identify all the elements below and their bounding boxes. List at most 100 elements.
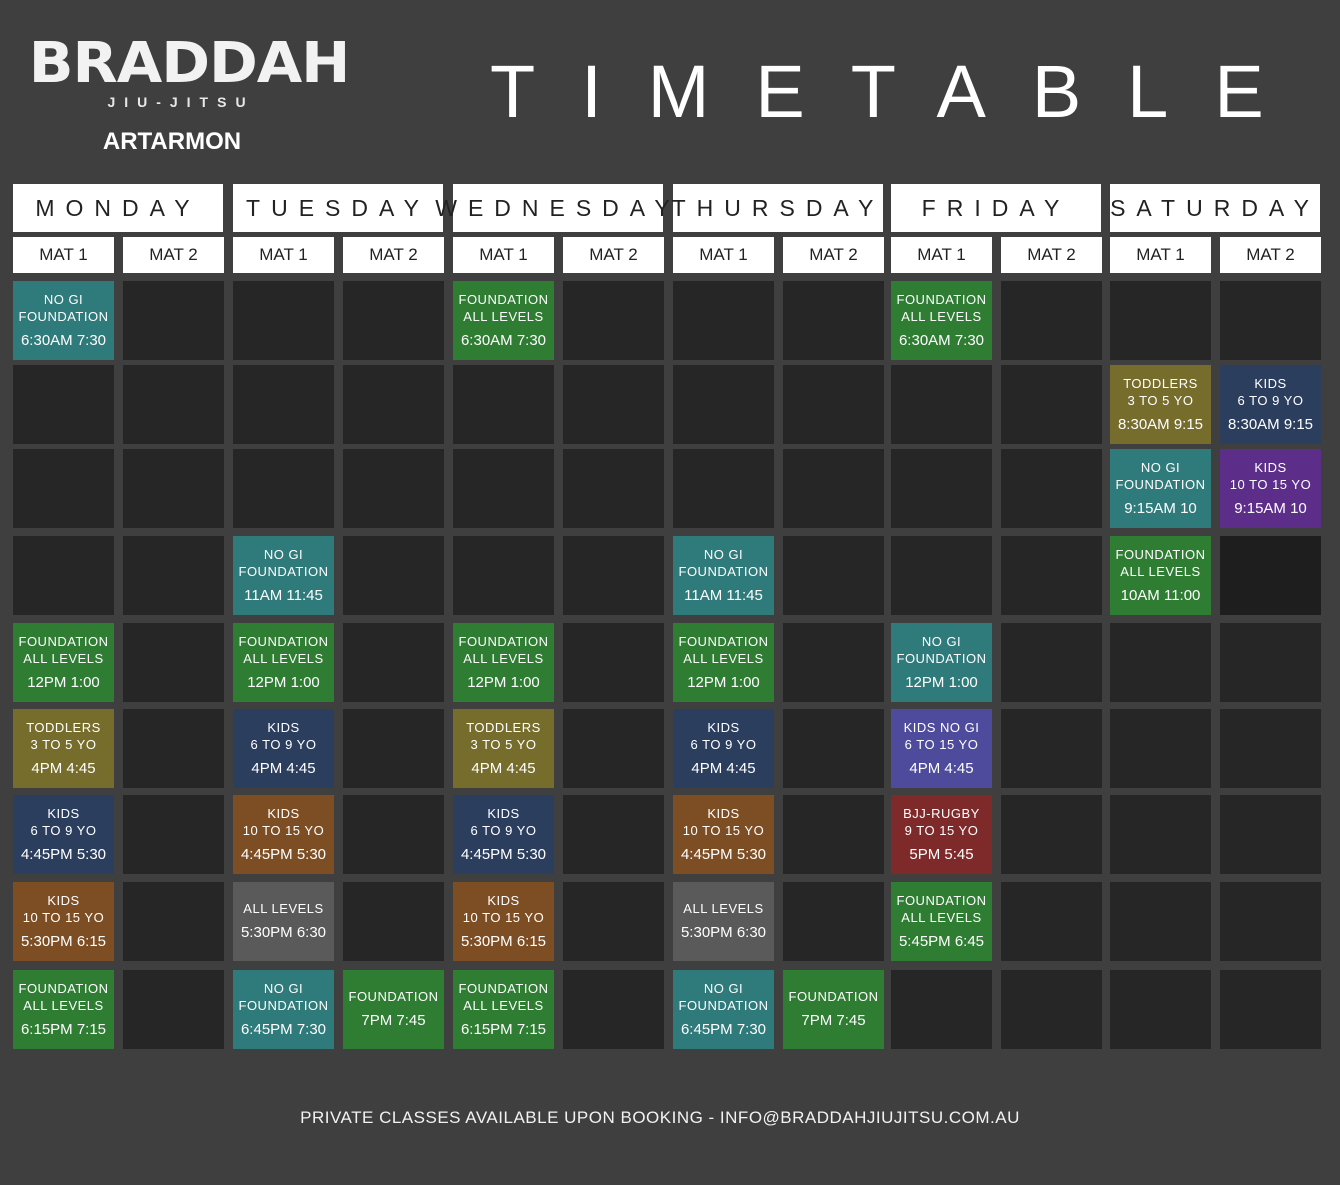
empty-slot <box>1110 970 1211 1049</box>
class-level: 6 TO 9 YO <box>690 736 757 752</box>
mat-header: MAT 1 <box>1110 237 1211 273</box>
class-time: 4:45PM 5:30 <box>20 845 107 863</box>
mat-header: MAT 2 <box>1220 237 1321 273</box>
class-time: 4PM 4:45 <box>471 759 536 777</box>
class-name: FOUNDATION <box>348 989 439 1004</box>
class-name: FOUNDATION <box>238 633 329 649</box>
class-time: 4PM 4:45 <box>31 759 96 777</box>
class-level: ALL LEVELS <box>683 650 764 666</box>
class-name: FOUNDATION <box>458 633 549 649</box>
class-level: 6 TO 9 YO <box>470 822 537 838</box>
empty-slot <box>123 709 224 788</box>
empty-slot <box>343 795 444 874</box>
empty-slot <box>1001 281 1102 360</box>
class-time: 5:45PM 6:45 <box>898 932 985 950</box>
class-name: FOUNDATION <box>896 291 987 307</box>
empty-slot <box>343 536 444 615</box>
class-level: 10 TO 15 YO <box>22 909 105 925</box>
class-slot: FOUNDATION ALL LEVELS 6:15PM 7:15 <box>13 970 114 1049</box>
class-time: 4:45PM 5:30 <box>680 845 767 863</box>
class-level: 10 TO 15 YO <box>242 822 325 838</box>
class-level: 6 TO 15 YO <box>904 736 979 752</box>
class-level: FOUNDATION <box>18 308 109 324</box>
empty-slot <box>1110 709 1211 788</box>
class-name: FOUNDATION <box>678 633 769 649</box>
class-name: FOUNDATION <box>896 892 987 908</box>
class-slot: NO GI FOUNDATION 11AM 11:45 <box>673 536 774 615</box>
class-slot: FOUNDATION 7PM 7:45 <box>783 970 884 1049</box>
empty-slot <box>343 882 444 961</box>
class-level: 3 TO 5 YO <box>30 736 97 752</box>
empty-slot <box>783 365 884 444</box>
class-name: FOUNDATION <box>1115 546 1206 562</box>
empty-slot <box>343 709 444 788</box>
class-name: TODDLERS <box>26 719 101 735</box>
mat-header: MAT 2 <box>343 237 444 273</box>
class-level: FOUNDATION <box>678 997 769 1013</box>
empty-slot <box>1001 365 1102 444</box>
empty-slot <box>453 536 554 615</box>
empty-slot <box>123 795 224 874</box>
class-time: 6:30AM 7:30 <box>460 331 547 349</box>
empty-slot <box>783 623 884 702</box>
class-time: 6:15PM 7:15 <box>460 1020 547 1038</box>
empty-slot <box>123 970 224 1049</box>
class-level: 10 TO 15 YO <box>682 822 765 838</box>
class-time: 7PM 7:45 <box>361 1012 426 1029</box>
class-level: 6 TO 9 YO <box>30 822 97 838</box>
empty-slot <box>1001 882 1102 961</box>
class-level: ALL LEVELS <box>1120 563 1201 579</box>
class-time: 4:45PM 5:30 <box>460 845 547 863</box>
mat-header: MAT 2 <box>563 237 664 273</box>
class-time: 11AM 11:45 <box>684 586 763 604</box>
class-time: 5:30PM 6:30 <box>240 924 327 941</box>
class-level: 9 TO 15 YO <box>904 822 979 838</box>
class-name: KIDS <box>707 719 740 735</box>
class-level: 3 TO 5 YO <box>470 736 537 752</box>
class-slot: FOUNDATION ALL LEVELS 12PM 1:00 <box>233 623 334 702</box>
class-time: 8:30AM 9:15 <box>1117 415 1204 433</box>
empty-slot <box>563 365 664 444</box>
class-level: ALL LEVELS <box>23 997 104 1013</box>
class-slot: KIDS 6 TO 9 YO 4:45PM 5:30 <box>453 795 554 874</box>
class-slot: KIDS 10 TO 15 YO 4:45PM 5:30 <box>673 795 774 874</box>
empty-slot <box>343 623 444 702</box>
class-name: FOUNDATION <box>18 980 109 996</box>
class-name: KIDS <box>47 892 80 908</box>
class-name: TODDLERS <box>466 719 541 735</box>
empty-slot <box>233 365 334 444</box>
class-level: 10 TO 15 YO <box>462 909 545 925</box>
class-slot: KIDS 6 TO 9 YO 8:30AM 9:15 <box>1220 365 1321 444</box>
class-time: 10AM 11:00 <box>1120 586 1201 604</box>
class-level: ALL LEVELS <box>243 650 324 666</box>
empty-slot <box>1110 882 1211 961</box>
empty-slot <box>13 365 114 444</box>
class-time: 12PM 1:00 <box>467 673 540 691</box>
class-name: FOUNDATION <box>18 633 109 649</box>
class-level: FOUNDATION <box>678 563 769 579</box>
empty-slot <box>343 449 444 528</box>
empty-slot <box>891 536 992 615</box>
empty-slot <box>783 882 884 961</box>
location-label: ARTARMON <box>102 128 242 155</box>
class-time: 4:45PM 5:30 <box>240 845 327 863</box>
class-slot: NO GI FOUNDATION 11AM 11:45 <box>233 536 334 615</box>
class-slot: NO GI FOUNDATION 6:45PM 7:30 <box>233 970 334 1049</box>
empty-slot <box>563 795 664 874</box>
empty-slot <box>1001 795 1102 874</box>
class-name: NO GI <box>703 546 744 562</box>
empty-slot <box>123 449 224 528</box>
class-name: NO GI <box>263 546 304 562</box>
empty-slot <box>453 449 554 528</box>
day-header-thursday: THURSDAY <box>672 184 883 232</box>
empty-slot <box>783 449 884 528</box>
class-name: KIDS NO GI <box>903 719 980 735</box>
empty-slot <box>673 449 774 528</box>
empty-slot <box>563 281 664 360</box>
class-time: 6:15PM 7:15 <box>20 1020 107 1038</box>
class-slot: TODDLERS 3 TO 5 YO 4PM 4:45 <box>453 709 554 788</box>
class-name: FOUNDATION <box>458 291 549 307</box>
empty-slot <box>783 281 884 360</box>
class-slot: KIDS 6 TO 9 YO 4:45PM 5:30 <box>13 795 114 874</box>
class-name: NO GI <box>921 633 962 649</box>
